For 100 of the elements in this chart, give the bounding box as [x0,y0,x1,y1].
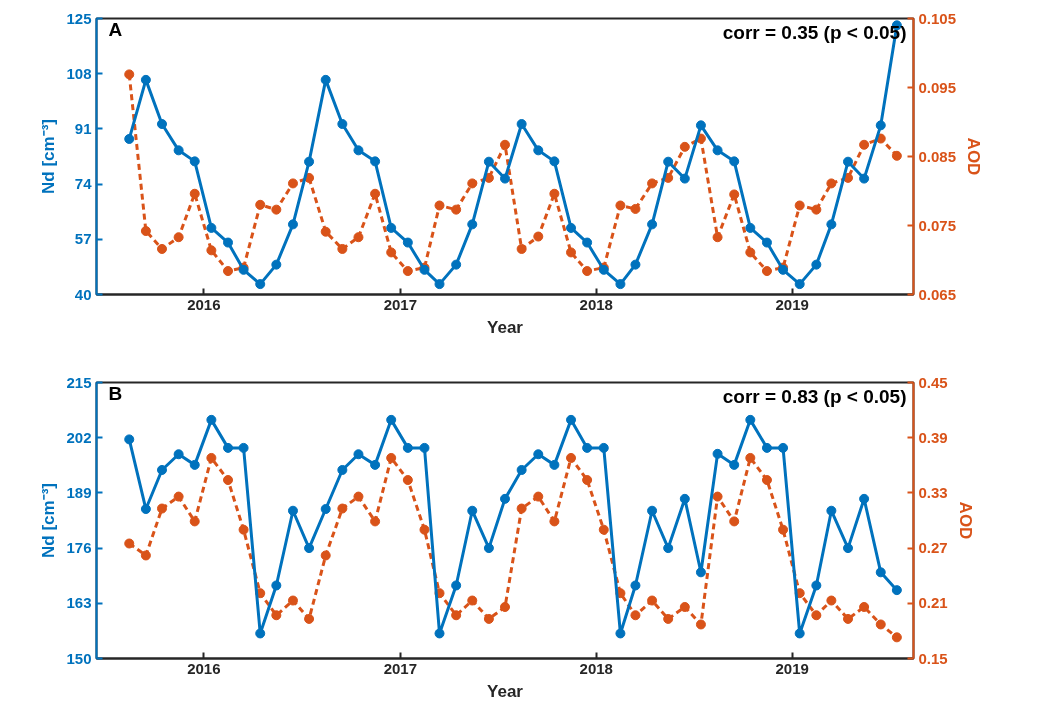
point [304,613,315,624]
point [533,491,544,502]
point [271,580,282,591]
point [124,538,135,549]
point [647,219,658,230]
point [859,493,870,504]
point [679,493,690,504]
point [811,610,822,621]
point [255,628,266,639]
point [745,222,756,233]
x-axis-title: Year [487,681,524,701]
point [451,259,462,270]
point [238,524,249,535]
point [271,610,282,621]
point [566,222,577,233]
y2-tick-label: 0.085 [918,147,957,165]
point [140,74,151,85]
point [467,178,478,189]
point [712,448,723,459]
point [483,613,494,624]
point [859,601,870,612]
point [630,259,641,270]
point [695,567,706,578]
x-tick-label: 2019 [775,295,809,313]
y-tick-label: 163 [66,594,92,612]
point [402,475,413,486]
point [386,452,397,463]
point [287,178,298,189]
point [223,475,234,486]
point [337,464,348,475]
point [566,414,577,425]
y2-tick-label: 0.21 [918,594,948,612]
point [663,613,674,624]
point [206,414,217,425]
point [891,150,902,161]
point [533,145,544,156]
point [238,442,249,453]
point [875,567,886,578]
point [483,543,494,554]
point [549,459,560,470]
point [582,266,593,277]
point [483,156,494,167]
point [386,414,397,425]
y-tick-label: 57 [74,230,92,248]
point [370,459,381,470]
y-tick-label: 215 [66,373,92,391]
point [173,491,184,502]
y-tick-label: 74 [74,175,93,193]
point [761,237,772,248]
point [337,243,348,254]
point [615,200,626,211]
point [189,156,200,167]
point [287,505,298,516]
point [370,516,381,527]
point [826,505,837,516]
point [451,204,462,215]
y-axis-title: Nd [cm⁻³] [39,483,59,558]
point [826,178,837,189]
point [875,619,886,630]
point [729,459,740,470]
point [549,188,560,199]
point [173,449,184,460]
point [500,173,510,184]
point [745,414,756,425]
x-tick-label: 2016 [187,659,221,677]
point [434,200,445,211]
y-tick-label: 108 [66,64,92,82]
point [206,452,217,463]
point [598,524,609,535]
point [419,524,430,535]
point [500,493,510,504]
point [516,243,527,254]
point [729,189,740,200]
point [891,585,902,596]
y-tick-label: 189 [66,483,92,501]
point [679,601,690,612]
point [761,475,772,486]
point [320,74,331,85]
point [337,503,348,514]
point [811,204,822,215]
point [434,279,445,290]
point [679,173,690,184]
point [353,491,364,502]
y-axis-title: Nd [cm⁻³] [39,119,59,194]
x-tick-label: 2017 [383,659,418,677]
point [223,442,234,453]
point [223,266,234,277]
y2-tick-label: 0.27 [918,539,948,557]
point [451,580,462,591]
point [370,156,381,167]
point [843,543,854,554]
point [140,226,151,237]
point [630,610,641,621]
point [467,505,478,516]
point [794,279,805,290]
point [729,156,740,167]
point [859,173,870,184]
y2-tick-label: 0.33 [918,483,948,501]
point [304,543,315,554]
point [826,595,837,606]
